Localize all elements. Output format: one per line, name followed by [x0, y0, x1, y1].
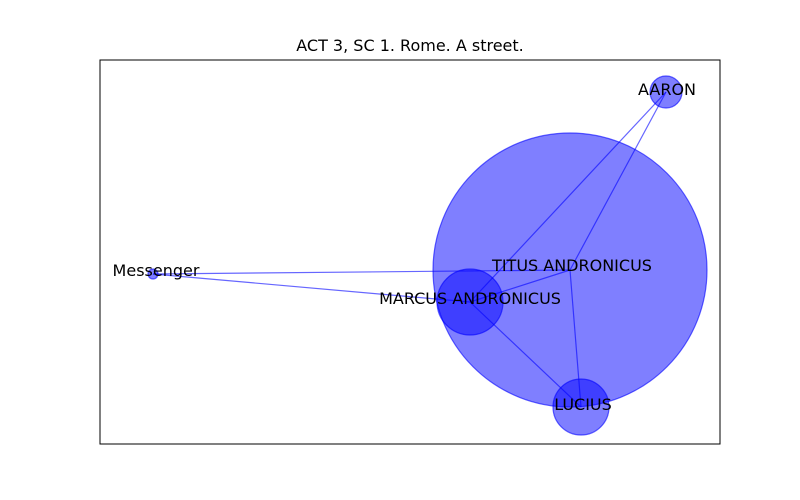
plot-title: ACT 3, SC 1. Rome. A street.	[296, 36, 524, 55]
node-label-titus: TITUS ANDRONICUS	[491, 256, 652, 275]
node-label-lucius: LUCIUS	[554, 395, 612, 414]
node-label-messenger: Messenger	[113, 261, 200, 280]
edge-messenger-marcus	[152, 273, 471, 303]
node-lucius	[552, 378, 610, 436]
node-aaron	[649, 75, 683, 109]
nodes-layer	[147, 75, 708, 436]
labels-layer: TITUS ANDRONICUS MARCUS ANDRONICUS LUCIUS A…	[113, 80, 696, 414]
node-label-marcus: MARCUS ANDRONICUS	[379, 289, 561, 308]
plot-frame	[99, 59, 721, 445]
node-marcus	[436, 268, 504, 336]
node-label-aaron: AARON	[638, 80, 696, 99]
node-messenger	[147, 268, 159, 280]
